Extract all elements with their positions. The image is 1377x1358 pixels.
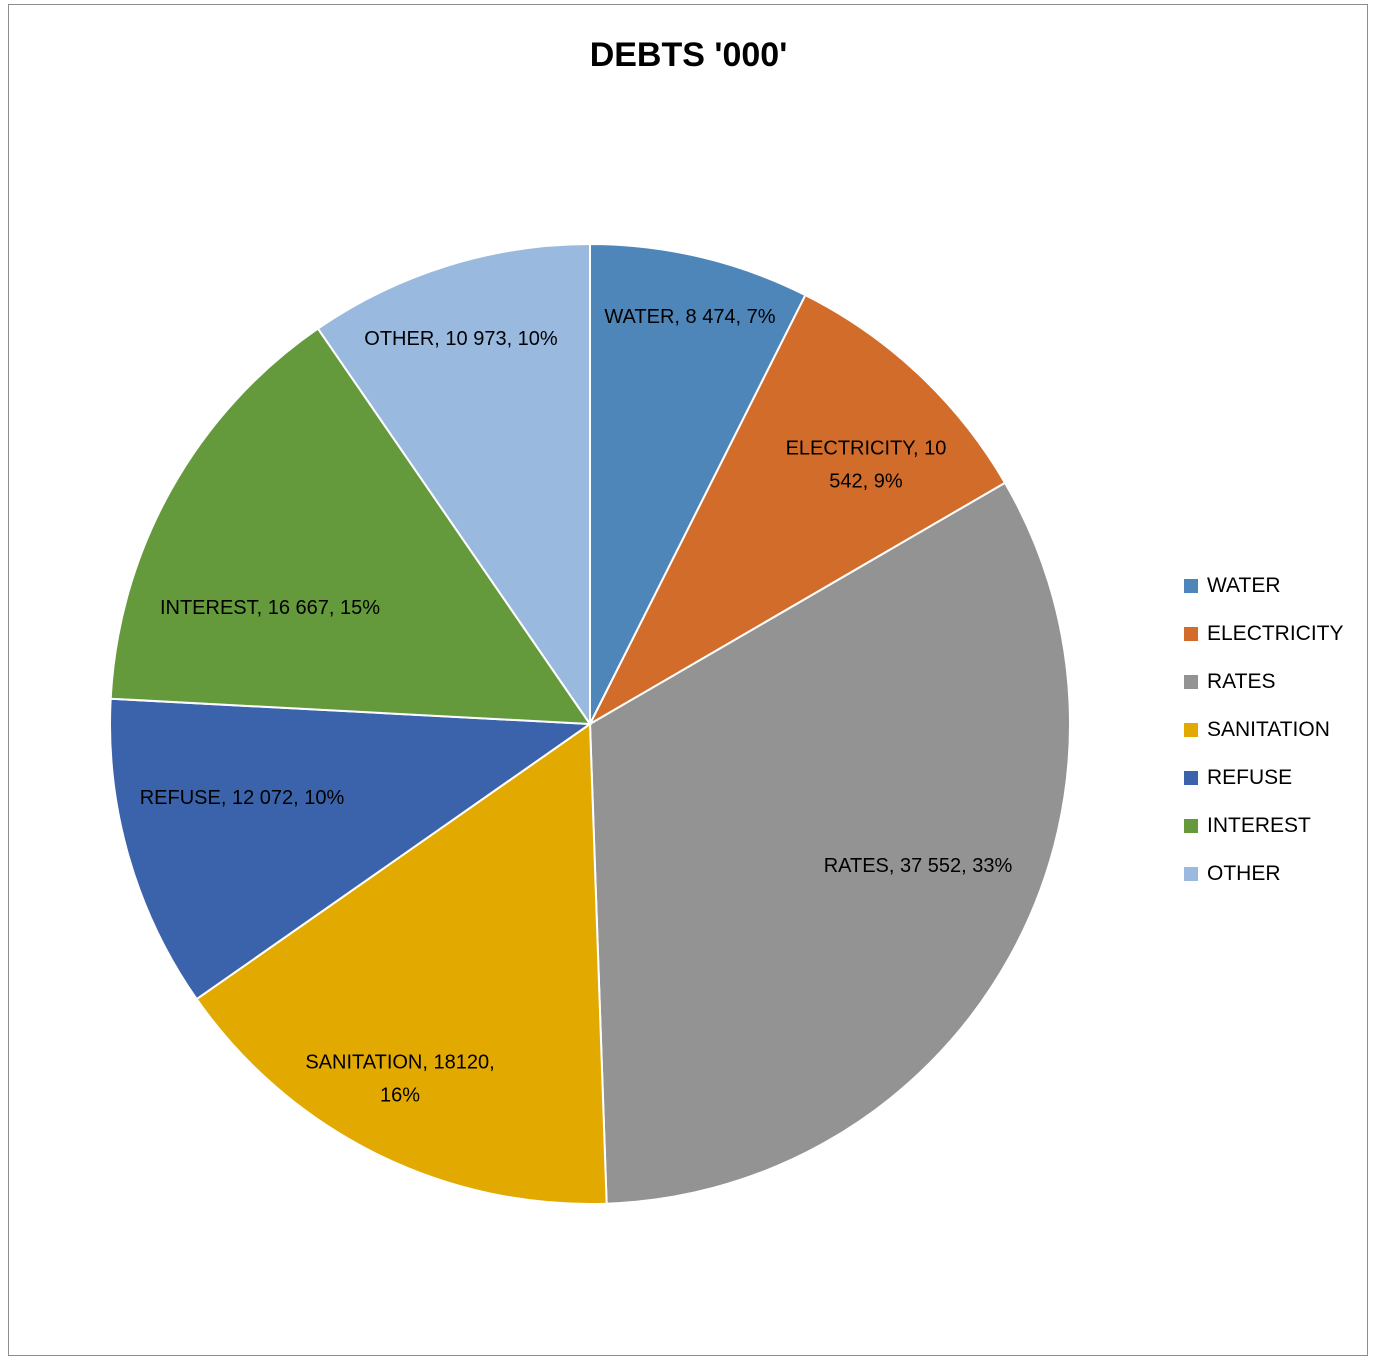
pie-slice-rates xyxy=(588,481,1071,1205)
pie-slice-interest xyxy=(109,327,592,726)
legend-swatch xyxy=(1184,675,1198,689)
data-label-other: OTHER, 10 973, 10% xyxy=(364,328,558,350)
chart-title: DEBTS '000' xyxy=(589,36,788,74)
pie-slice-sanitation xyxy=(195,722,608,1205)
legend: WATER ELECTRICITY RATES SANITATION REFUSE INT… xyxy=(1184,562,1344,898)
data-label-interest: INTEREST, 16 667, 15% xyxy=(160,597,380,619)
legend-item-refuse: REFUSE xyxy=(1184,754,1344,802)
legend-swatch xyxy=(1184,819,1198,833)
legend-item-interest: INTEREST xyxy=(1184,802,1344,850)
pie-slice-water xyxy=(589,242,807,725)
legend-swatch xyxy=(1184,771,1198,785)
data-label-sanitation: SANITATION, 18120, 16% xyxy=(305,1052,494,1107)
legend-label: RATES xyxy=(1207,670,1276,693)
legend-item-rates: RATES xyxy=(1184,658,1344,706)
legend-swatch xyxy=(1184,723,1198,737)
data-label-water: WATER, 8 474, 7% xyxy=(604,306,775,328)
data-label-refuse: REFUSE, 12 072, 10% xyxy=(140,787,345,809)
legend-label: OTHER xyxy=(1207,862,1281,885)
legend-label: SANITATION xyxy=(1207,718,1330,741)
legend-item-water: WATER xyxy=(1184,562,1344,610)
legend-item-other: OTHER xyxy=(1184,850,1344,898)
legend-label: REFUSE xyxy=(1207,766,1293,789)
legend-swatch xyxy=(1184,579,1198,593)
legend-item-electricity: ELECTRICITY xyxy=(1184,610,1344,658)
legend-label: INTEREST xyxy=(1207,814,1311,837)
pie-slice-electricity xyxy=(587,293,1007,727)
data-label-rates: RATES, 37 552, 33% xyxy=(824,855,1013,877)
pie-slice-other xyxy=(316,242,591,728)
legend-label: WATER xyxy=(1207,574,1281,597)
legend-swatch xyxy=(1184,627,1198,641)
pie-slice-refuse xyxy=(109,697,593,1001)
legend-item-sanitation: SANITATION xyxy=(1184,706,1344,754)
legend-swatch xyxy=(1184,867,1198,881)
data-label-electricity: ELECTRICITY, 10 542, 9% xyxy=(786,438,947,493)
legend-label: ELECTRICITY xyxy=(1207,622,1344,645)
